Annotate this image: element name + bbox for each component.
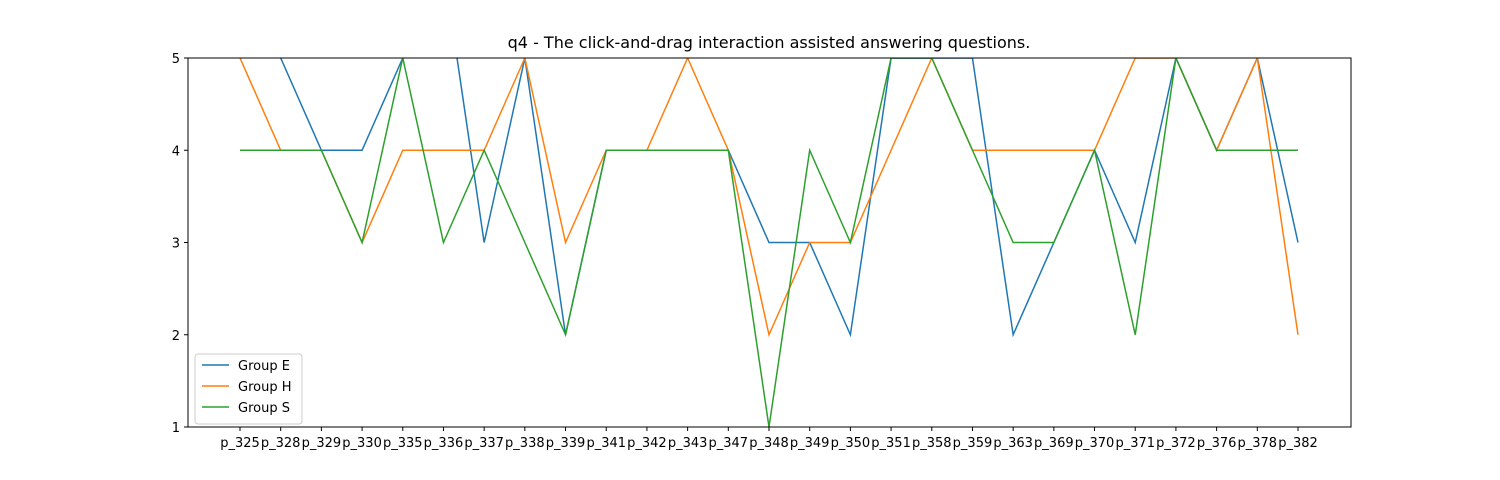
x-tick-label: p_372 xyxy=(1156,436,1196,451)
y-tick-label: 5 xyxy=(172,52,180,67)
x-tick-label: p_371 xyxy=(1115,436,1155,451)
x-tick-label: p_369 xyxy=(1034,436,1074,451)
series-line-group-e xyxy=(279,58,1299,338)
x-tick-label: p_358 xyxy=(912,436,952,451)
y-tick-label: 2 xyxy=(172,329,180,344)
x-tick-label: p_328 xyxy=(261,436,301,451)
y-tick-label: 4 xyxy=(172,144,180,159)
x-tick-label: p_335 xyxy=(383,436,423,451)
x-tick-label: p_337 xyxy=(464,436,504,451)
x-tick-label: p_329 xyxy=(302,436,342,451)
x-tick-label: p_336 xyxy=(424,436,464,451)
legend: Group E Group H Group S xyxy=(194,353,303,425)
x-tick-label: p_376 xyxy=(1197,436,1237,451)
x-tick-label: p_341 xyxy=(586,436,626,451)
x-tick-label: p_348 xyxy=(749,436,789,451)
x-tick-label: p_342 xyxy=(627,436,667,451)
x-tick-label: p_339 xyxy=(546,436,586,451)
x-tick-label: p_350 xyxy=(831,436,871,451)
y-tick-label: 1 xyxy=(172,421,180,436)
legend-label: Group S xyxy=(238,401,290,416)
x-tick-label: p_347 xyxy=(709,436,749,451)
x-tick-label: p_349 xyxy=(790,436,830,451)
x-tick-label: p_338 xyxy=(505,436,545,451)
legend-label: Group H xyxy=(238,380,292,395)
x-axis: p_325 p_328 p_329 p_330 p_335 p_336 p_337 p_338… xyxy=(220,427,1318,451)
chart-title: q4 - The click-and-drag interaction assi… xyxy=(508,33,1031,52)
x-tick-label: p_363 xyxy=(993,436,1033,451)
series-line-group-h xyxy=(239,58,1299,338)
x-tick-label: p_325 xyxy=(220,436,260,451)
series-layer xyxy=(239,58,1299,427)
x-tick-label: p_378 xyxy=(1238,436,1278,451)
legend-label: Group E xyxy=(238,359,290,374)
y-axis: 1 2 3 4 5 xyxy=(172,52,188,436)
series-line-group-s xyxy=(240,58,1298,427)
x-tick-label: p_351 xyxy=(871,436,911,451)
x-tick-label: p_359 xyxy=(953,436,993,451)
x-tick-label: p_343 xyxy=(668,436,708,451)
y-tick-label: 3 xyxy=(172,237,180,252)
x-tick-label: p_382 xyxy=(1278,436,1318,451)
x-tick-label: p_330 xyxy=(342,436,382,451)
x-tick-label: p_370 xyxy=(1075,436,1115,451)
